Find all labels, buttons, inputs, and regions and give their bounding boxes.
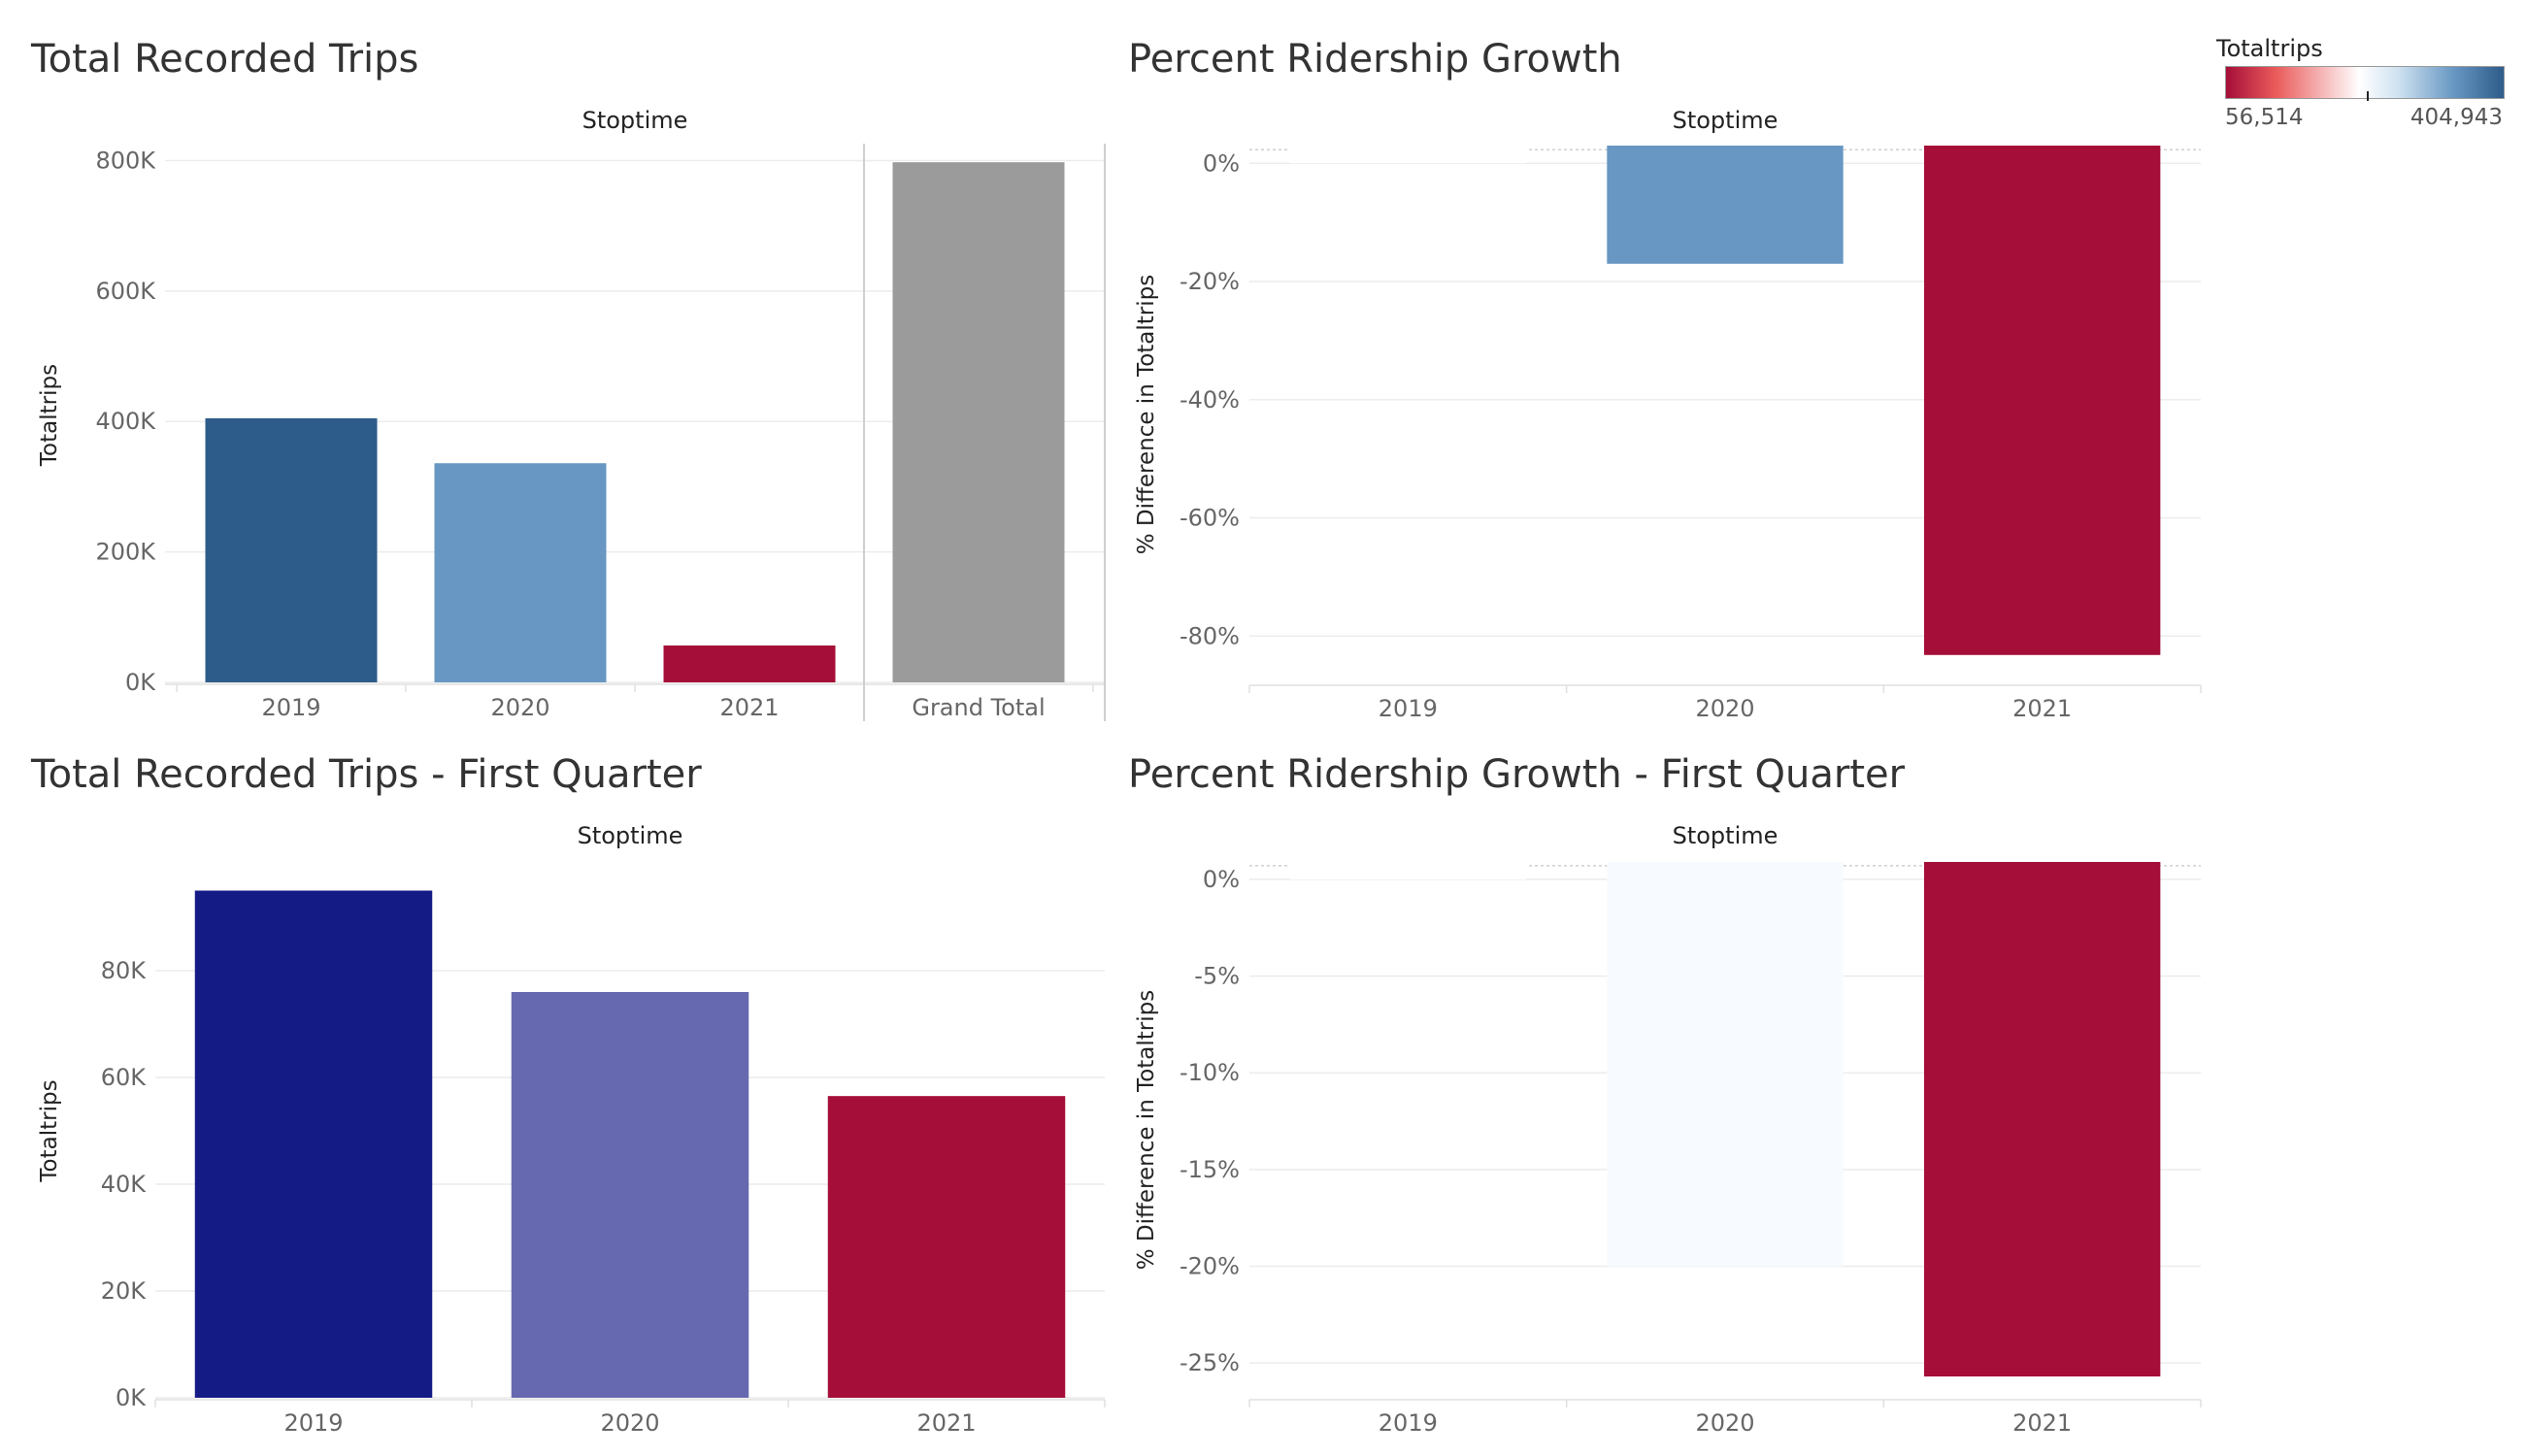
x-tick-label: 2020 xyxy=(600,1409,659,1437)
y-tick-label: 0% xyxy=(1203,866,1240,893)
legend-max-label: 404,943 xyxy=(2410,105,2503,130)
x-tick-label: 2021 xyxy=(2012,1409,2072,1437)
y-tick-label: -10% xyxy=(1180,1059,1240,1086)
y-tick-label: 60K xyxy=(101,1064,148,1091)
y-tick-label: -20% xyxy=(1180,1252,1240,1279)
x-tick-label: 2019 xyxy=(261,694,320,721)
x-tick-label: 2019 xyxy=(1379,1409,1438,1437)
bar-2020 xyxy=(434,463,607,682)
y-tick-label: 600K xyxy=(95,278,156,305)
bar-2019 xyxy=(194,890,433,1398)
bar-2020 xyxy=(1607,146,1844,264)
chart-title-q1-growth: Percent Ridership Growth - First Quarter xyxy=(1128,752,1906,797)
bar-2019 xyxy=(1289,146,1527,164)
bar-2021 xyxy=(1923,146,2161,655)
legend-marker xyxy=(2367,91,2369,101)
column-header: Stoptime xyxy=(578,822,683,849)
y-tick-label: -60% xyxy=(1180,505,1240,532)
y-axis-title: % Difference in Totaltrips xyxy=(1134,990,1159,1271)
x-tick-label: 2020 xyxy=(1695,1409,1754,1437)
x-tick-label: 2021 xyxy=(916,1409,976,1437)
column-header: Stoptime xyxy=(1673,107,1778,134)
y-axis-title: Totaltrips xyxy=(37,1079,62,1182)
bar-2021 xyxy=(663,645,836,682)
bar-2021 xyxy=(827,1096,1066,1398)
y-tick-label: -5% xyxy=(1194,963,1240,990)
y-tick-label: -25% xyxy=(1180,1349,1240,1376)
y-tick-label: -40% xyxy=(1180,386,1240,414)
chart-title-total-trips: Total Recorded Trips xyxy=(31,37,419,82)
bar-2019 xyxy=(205,417,378,682)
legend-title: Totaltrips xyxy=(2216,35,2323,62)
y-tick-label: 200K xyxy=(95,539,156,566)
y-tick-label: 0K xyxy=(125,669,156,696)
y-tick-label: 80K xyxy=(101,957,148,984)
legend-min-label: 56,514 xyxy=(2225,105,2304,130)
chart-title-q1-trips: Total Recorded Trips - First Quarter xyxy=(31,752,702,797)
y-tick-label: -80% xyxy=(1180,622,1240,649)
x-tick-label: Grand Total xyxy=(912,694,1045,721)
x-tick-label: 2021 xyxy=(719,694,779,721)
y-tick-label: 400K xyxy=(95,408,156,435)
bar-2020 xyxy=(511,992,749,1398)
y-tick-label: 800K xyxy=(95,147,156,174)
x-tick-label: 2020 xyxy=(490,694,549,721)
chart-title-percent-growth: Percent Ridership Growth xyxy=(1128,37,1622,82)
x-tick-label: 2020 xyxy=(1695,695,1754,722)
y-tick-label: 40K xyxy=(101,1171,148,1198)
column-header: Stoptime xyxy=(1673,822,1778,849)
y-tick-label: 0K xyxy=(116,1384,147,1411)
bar-2019 xyxy=(1289,862,1527,879)
bar-2021 xyxy=(1923,862,2161,1377)
y-axis-title: Totaltrips xyxy=(37,364,62,467)
y-tick-label: -20% xyxy=(1180,268,1240,295)
y-tick-label: 20K xyxy=(101,1277,148,1305)
bar-2020 xyxy=(1607,862,1844,1267)
x-tick-label: 2021 xyxy=(2012,695,2072,722)
bar-grand-total xyxy=(892,162,1065,682)
y-tick-label: -15% xyxy=(1180,1156,1240,1183)
column-header: Stoptime xyxy=(582,107,688,134)
x-tick-label: 2019 xyxy=(283,1409,343,1437)
legend-color-ramp[interactable] xyxy=(2225,66,2505,99)
x-tick-label: 2019 xyxy=(1379,695,1438,722)
y-tick-label: 0% xyxy=(1203,149,1240,177)
y-axis-title: % Difference in Totaltrips xyxy=(1134,275,1159,555)
